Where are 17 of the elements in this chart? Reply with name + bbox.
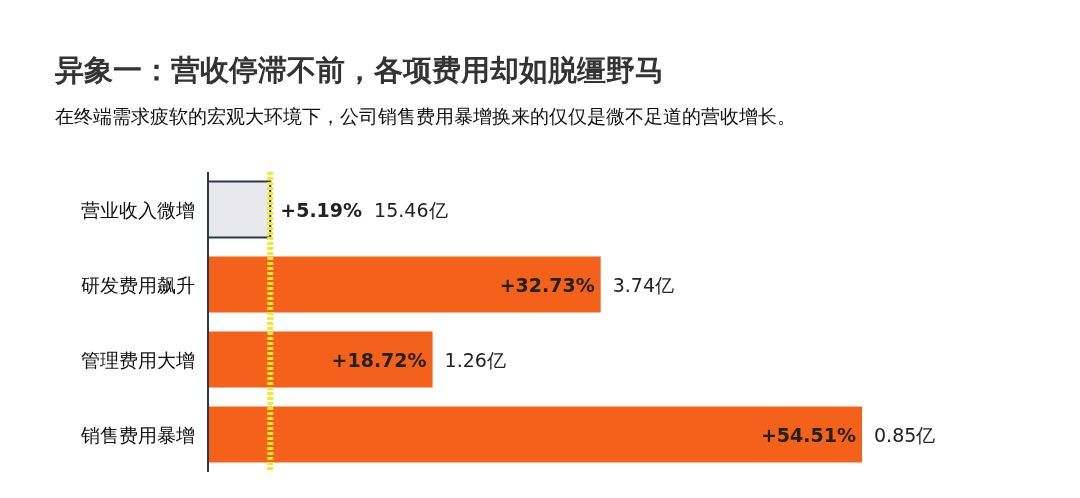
data-label: +54.51% [760,423,856,446]
annotation: 15.46亿 [374,198,448,221]
data-label: +5.19% [280,198,363,221]
text: 0.85亿 [874,423,936,446]
y-tick-label: 销售费用暴增 [80,423,195,446]
bar [208,406,862,463]
y-tick-label: 管理费用大增 [81,348,195,371]
annotation: 3.74亿 [612,273,674,296]
annotation: 1.26亿 [444,348,506,371]
chart-subtitle: 在终端需求疲软的宏观大环境下，公司销售费用暴增换来的仅仅是微不足道的营收增长。 [55,106,796,127]
y-tick-label: 营业收入微增 [81,198,195,221]
chart-title: 异象一：营收停滞不前，各项费用却如脱缰野马 [54,53,664,87]
bar [208,256,601,313]
bar [208,331,433,388]
data-label: +18.72% [331,348,427,371]
y-tick-label: 研发费用飙升 [81,273,195,296]
data-label: +32.73% [499,273,595,296]
